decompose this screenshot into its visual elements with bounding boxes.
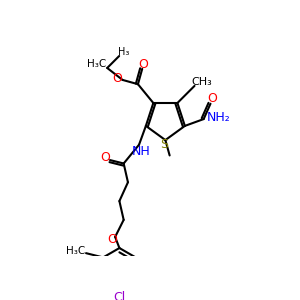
Text: H₃C: H₃C [87,59,106,69]
Text: O: O [100,151,110,164]
Text: H₃C: H₃C [66,246,85,256]
Text: H₃: H₃ [118,47,129,57]
Text: NH₂: NH₂ [207,111,231,124]
Text: NH: NH [131,145,150,158]
Text: Cl: Cl [113,291,125,300]
Text: O: O [207,92,217,105]
Text: O: O [107,233,117,246]
Text: S: S [160,138,168,151]
Text: CH₃: CH₃ [191,76,212,87]
Text: O: O [138,58,148,71]
Text: O: O [112,72,122,85]
